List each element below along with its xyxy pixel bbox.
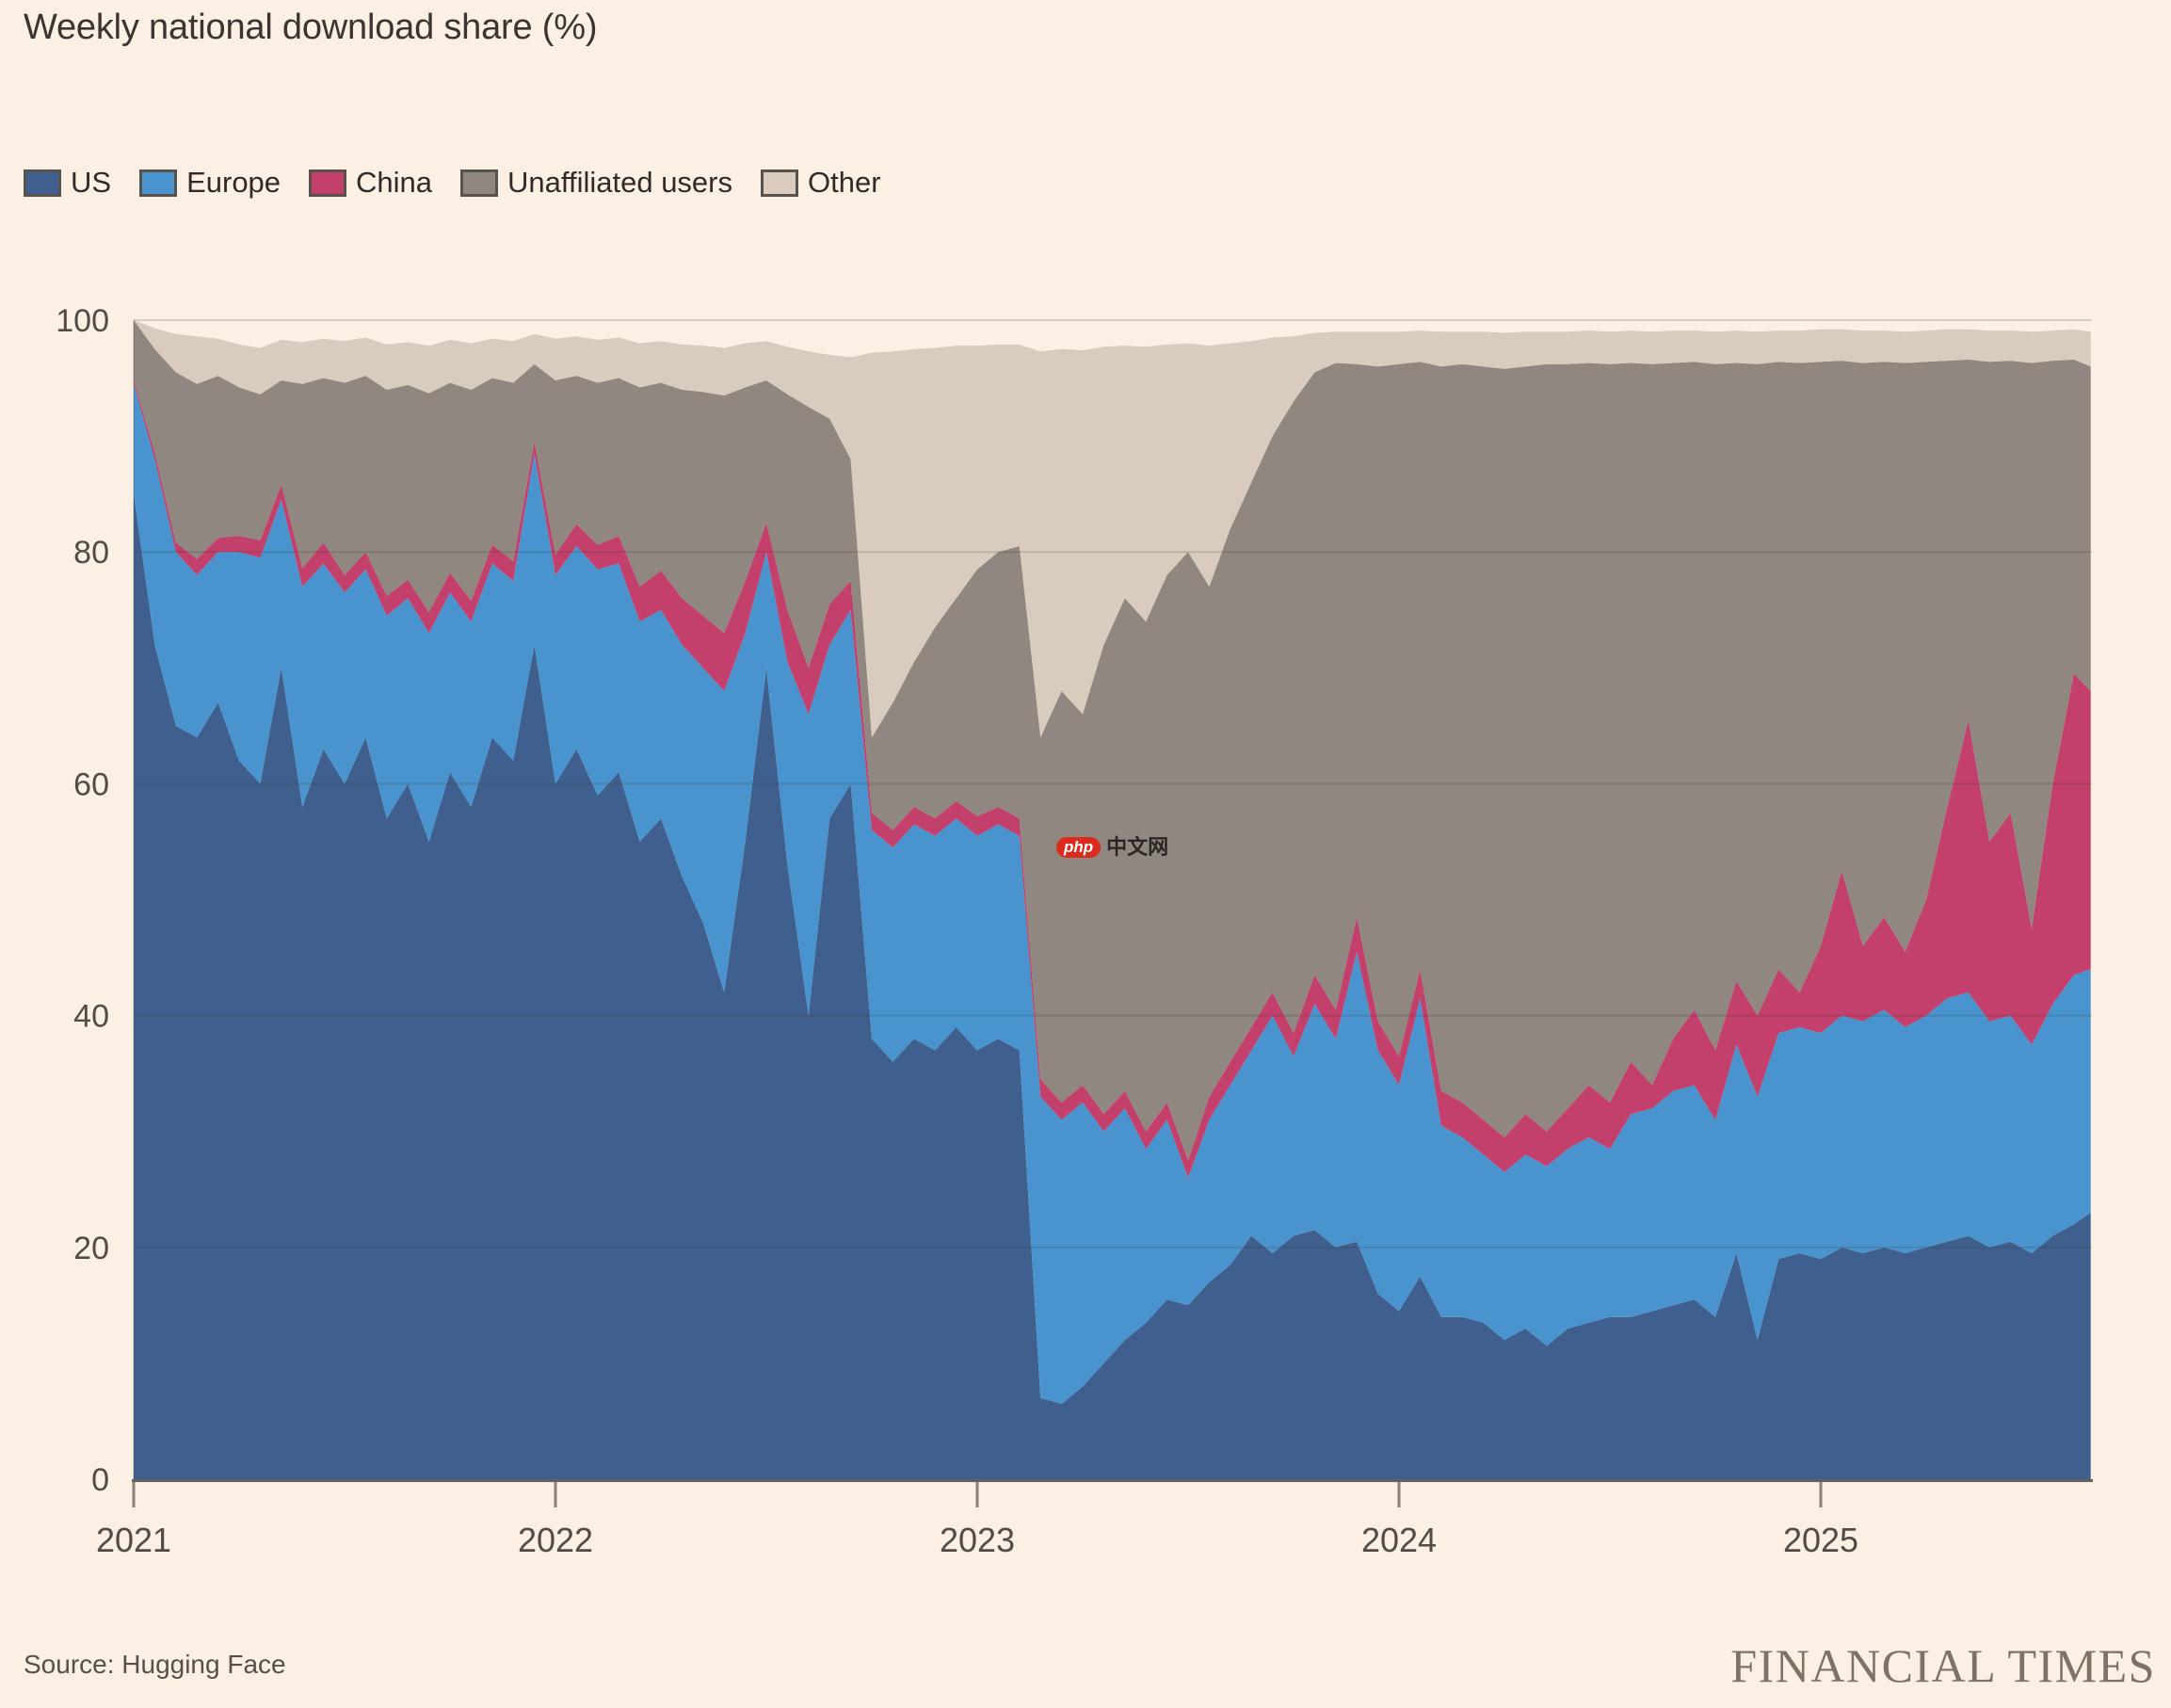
x-label-2024: 2024: [1361, 1521, 1437, 1559]
area-europe: [134, 383, 2091, 1405]
legend-item-europe: Europe: [139, 166, 281, 200]
x-label-2021: 2021: [96, 1521, 171, 1559]
legend-swatch-us: [24, 169, 61, 197]
legend-label-us: US: [71, 166, 112, 199]
y-label-100: 100: [56, 303, 109, 339]
legend-label-china: China: [356, 166, 433, 199]
legend-item-china: China: [309, 166, 432, 200]
legend-swatch-unaffiliated: [460, 169, 499, 197]
page-title: Weekly national download share (%): [24, 8, 598, 47]
area-unaffiliated: [134, 320, 2091, 1161]
legend-swatch-other: [761, 169, 798, 197]
y-label-0: 0: [91, 1462, 109, 1498]
legend: US Europe China Unaffiliated users Other: [24, 166, 881, 200]
ft-wordmark: FINANCIAL TIMES: [1730, 1639, 2156, 1692]
area-other: [134, 320, 2091, 738]
y-label-80: 80: [73, 535, 109, 571]
y-label-60: 60: [73, 766, 109, 802]
legend-swatch-china: [309, 169, 347, 197]
x-label-2023: 2023: [940, 1521, 1015, 1559]
y-label-40: 40: [73, 999, 109, 1035]
source-note: Source: Hugging Face: [24, 1650, 286, 1679]
area-us: [134, 493, 2091, 1479]
watermark: php 中文网: [1056, 837, 1168, 858]
x-label-2022: 2022: [518, 1521, 593, 1559]
legend-item-us: US: [24, 166, 111, 200]
legend-item-unaffiliated: Unaffiliated users: [460, 166, 732, 200]
legend-label-europe: Europe: [186, 166, 281, 199]
y-label-20: 20: [73, 1231, 109, 1266]
legend-swatch-europe: [139, 169, 178, 197]
legend-label-other: Other: [808, 166, 881, 199]
x-label-2025: 2025: [1783, 1521, 1858, 1559]
legend-item-other: Other: [761, 166, 881, 200]
watermark-text: 中文网: [1106, 835, 1169, 859]
legend-label-unaffiliated: Unaffiliated users: [507, 166, 732, 199]
watermark-php-badge: php: [1056, 837, 1102, 858]
